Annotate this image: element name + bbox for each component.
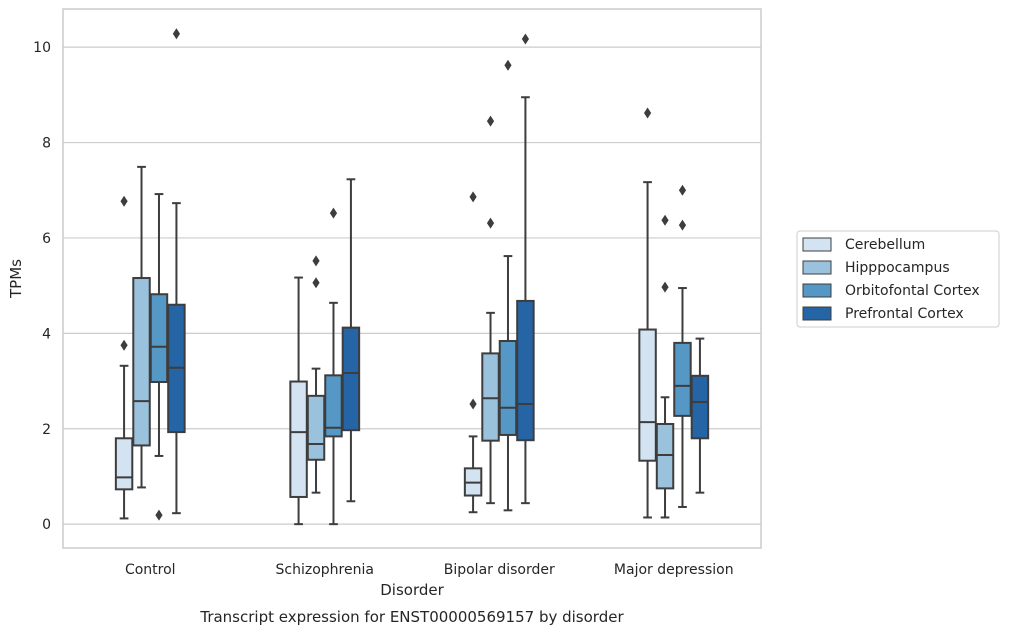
box	[289, 380, 308, 498]
series-cerebellum	[114, 107, 657, 526]
box	[655, 422, 675, 490]
legend-item: Cerebellum	[802, 237, 925, 253]
y-axis-ticks: 0 2 4 6 8 10	[33, 40, 51, 533]
legend-item: Orbitofontal Cortex	[802, 283, 980, 299]
outlier-point	[469, 191, 477, 203]
box-group	[149, 193, 169, 521]
x-tick-label: Major depression	[614, 562, 734, 578]
box-group	[690, 337, 710, 494]
box-group	[463, 191, 483, 514]
x-tick-label: Schizophrenia	[276, 562, 374, 578]
series-hipppocampus	[132, 115, 675, 519]
box-group	[638, 107, 657, 519]
box-group	[114, 195, 134, 520]
outlier-point	[678, 184, 687, 196]
outlier-point	[504, 59, 512, 71]
legend-swatch	[802, 306, 832, 321]
box	[481, 352, 500, 442]
legend-swatch	[802, 283, 832, 298]
box-group	[132, 165, 151, 489]
outlier-point	[661, 214, 669, 226]
legend-item: Prefrontal Cortex	[802, 306, 964, 322]
outlier-point	[312, 255, 320, 267]
legend-swatch	[802, 237, 832, 252]
outlier-point	[486, 217, 495, 229]
box-layer	[114, 28, 710, 526]
legend-swatch	[802, 260, 832, 275]
y-tick-label: 8	[42, 136, 51, 152]
x-tick-label: Control	[125, 562, 176, 578]
outlier-point	[312, 277, 320, 289]
plot-frame	[62, 8, 762, 549]
y-tick-label: 10	[33, 40, 51, 56]
outlier-point	[661, 281, 669, 293]
y-axis-label: TPMs	[7, 259, 25, 299]
box	[324, 374, 343, 438]
outlier-point	[486, 115, 495, 127]
box	[149, 293, 169, 384]
box-group	[655, 214, 675, 519]
legend-label: Prefrontal Cortex	[845, 306, 964, 322]
series-prefrontal-cortex	[167, 28, 710, 515]
chart-caption: Transcript expression for ENST0000056915…	[199, 608, 624, 626]
outlier-point	[172, 28, 181, 40]
outlier-point	[120, 195, 128, 207]
box-group	[516, 33, 535, 505]
box-group	[167, 28, 186, 515]
outlier-point	[329, 207, 338, 219]
box-group	[673, 184, 692, 508]
outlier-point	[678, 219, 687, 231]
box-group	[324, 207, 343, 526]
y-tick-label: 2	[42, 422, 51, 438]
box-group	[341, 178, 361, 503]
box	[132, 277, 151, 447]
box	[673, 341, 692, 417]
box	[306, 394, 326, 461]
box-group	[306, 255, 326, 494]
x-tick-label: Bipolar disorder	[444, 562, 555, 578]
y-tick-label: 0	[42, 517, 51, 533]
outlier-point	[155, 509, 163, 521]
legend-label: Orbitofontal Cortex	[845, 283, 980, 299]
x-axis-ticks: Control Schizophrenia Bipolar disorder Majo…	[125, 562, 734, 578]
legend-item: Hipppocampus	[802, 260, 950, 276]
outlier-point	[521, 33, 530, 45]
y-tick-label: 6	[42, 231, 51, 247]
legend-label: Cerebellum	[845, 237, 925, 253]
legend-frame	[796, 230, 1000, 328]
box-group	[289, 276, 308, 526]
series-orbitofontal-cortex	[149, 59, 692, 526]
box	[516, 299, 535, 442]
outlier-point	[643, 107, 652, 119]
box	[638, 328, 657, 462]
box	[690, 374, 710, 440]
x-axis-label: Disorder	[380, 581, 444, 599]
box	[114, 437, 134, 491]
y-tick-label: 4	[42, 326, 51, 342]
outlier-point	[469, 398, 477, 410]
box	[498, 339, 518, 436]
legend: Cerebellum Hipppocampus Orbitofontal Corte…	[796, 230, 1000, 328]
box-group	[481, 115, 500, 505]
box-group	[498, 59, 518, 512]
box	[341, 326, 361, 432]
outlier-point	[120, 339, 128, 351]
legend-label: Hipppocampus	[845, 260, 950, 276]
